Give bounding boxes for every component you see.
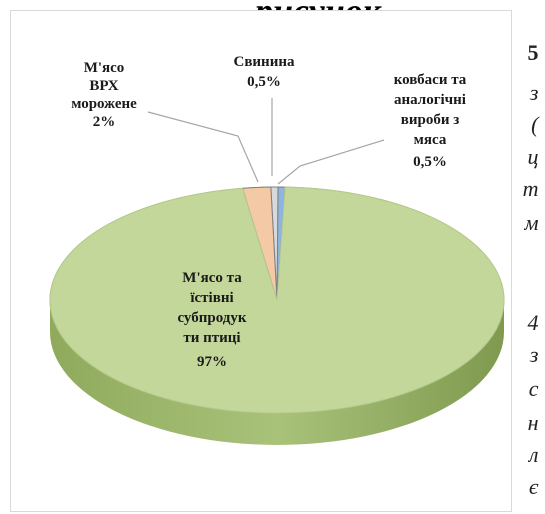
- sausage-label-line-2: вироби з: [401, 112, 460, 128]
- poultry-label-line-2: субпродук: [177, 310, 246, 326]
- sausage-label-line-1: аналогічні: [394, 92, 466, 108]
- poultry-label-line-0: М'ясо та: [182, 270, 242, 286]
- beef-label-line-0: М'ясо: [84, 60, 125, 76]
- side-text-6: 4: [527, 310, 539, 335]
- side-text-7: з: [529, 342, 539, 367]
- sausage-label-line-3: мяса: [414, 132, 447, 148]
- sausage-value-label: 0,5%: [413, 154, 447, 170]
- beef-label-line-2: морожене: [71, 96, 137, 112]
- side-text-0: 5: [527, 40, 539, 65]
- slice-label-sausage: ковбаси та аналогічні вироби з мяса 0,5%: [394, 72, 467, 170]
- poultry-label-line-1: їстівні: [190, 290, 233, 306]
- beef-label-line-1: ВРХ: [89, 78, 118, 94]
- leader-lines: [147, 98, 385, 185]
- pork-label-line-0: Свинина: [233, 54, 295, 70]
- slices-layer: [49, 186, 505, 414]
- side-text-1: з: [529, 80, 539, 105]
- side-text-8: с: [528, 376, 539, 401]
- side-text-2: (: [531, 112, 539, 137]
- slice-label-pork: Свинина 0,5%: [233, 54, 295, 90]
- pie-side-wall: [50, 300, 504, 445]
- side-text-3: ц: [527, 144, 539, 169]
- slice-label-beef: М'ясо ВРХ морожене 2%: [71, 60, 137, 130]
- sausage-label-line-0: ковбаси та: [394, 72, 467, 88]
- side-text-5: м: [524, 210, 539, 235]
- side-text-4: т: [522, 176, 539, 201]
- beef-value-label: 2%: [93, 114, 116, 130]
- leader-line-sausage: [277, 139, 385, 185]
- side-text-9: н: [527, 410, 539, 435]
- pork-value-label: 0,5%: [247, 74, 281, 90]
- poultry-value-label: 97%: [197, 354, 227, 370]
- poultry-label-line-3: ти птиці: [183, 330, 240, 346]
- slice-label-poultry: М'ясо та їстівні субпродук ти птиці 97%: [177, 270, 246, 370]
- side-text-10: л: [528, 442, 539, 467]
- side-text-11: є: [528, 474, 539, 499]
- leader-line-beef: [147, 111, 259, 183]
- pie-slice-poultry: [49, 186, 505, 414]
